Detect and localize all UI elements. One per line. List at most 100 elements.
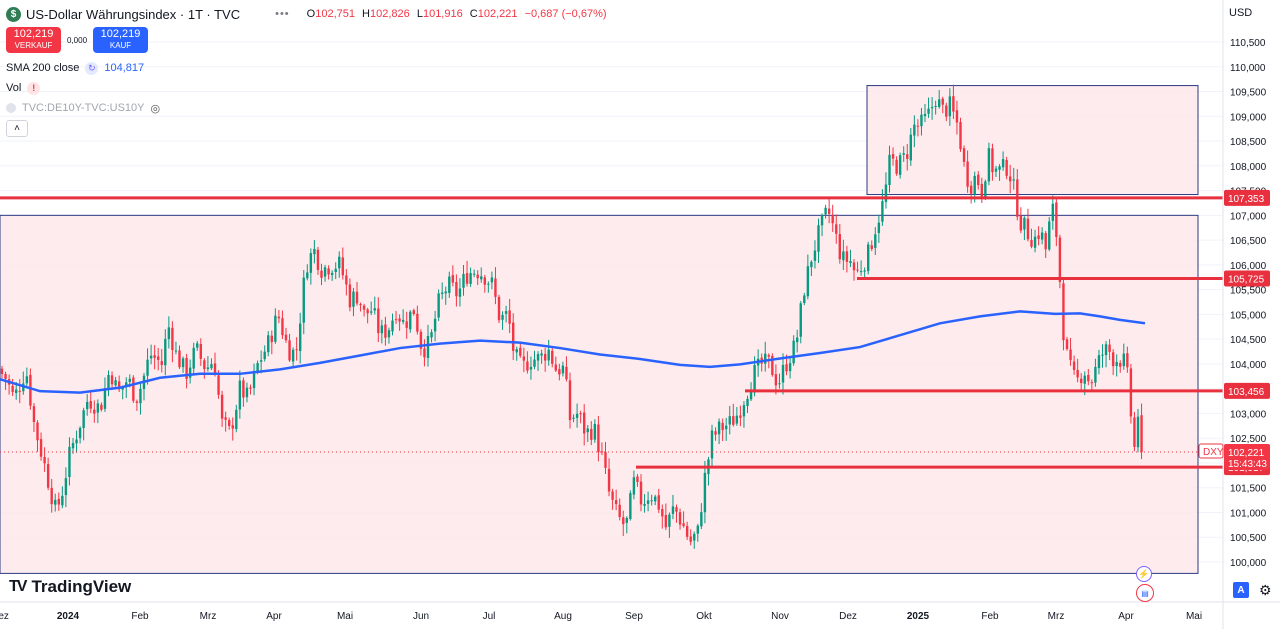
- time-tick-label: Dez: [839, 611, 857, 622]
- auto-scale-button[interactable]: A: [1233, 582, 1249, 598]
- candle-body: [533, 359, 536, 367]
- currency-label[interactable]: USD: [1229, 7, 1253, 19]
- candle-body: [845, 251, 849, 262]
- candle-body: [455, 282, 458, 297]
- volume-indicator-row[interactable]: Vol !: [6, 79, 611, 97]
- price-tick-label: 108,500: [1230, 137, 1267, 148]
- more-options-icon[interactable]: •••: [275, 8, 290, 20]
- candle-body: [1012, 179, 1015, 181]
- price-axis[interactable]: 110,500 110,000 109,500 109,000 108,500 108,0…: [1230, 38, 1267, 569]
- candle-body: [625, 518, 628, 523]
- hidden-eye-icon[interactable]: ◎: [150, 102, 161, 115]
- event-lightning-icon[interactable]: ⚡: [1136, 566, 1152, 582]
- time-tick-label: 2024: [57, 611, 80, 622]
- tradingview-logo[interactable]: TV TradingView: [9, 577, 131, 597]
- candle-body: [174, 350, 178, 352]
- last-price-label: 102,221: [1228, 448, 1265, 459]
- candle-body: [245, 387, 249, 398]
- settings-gear-icon[interactable]: ⚙: [1259, 582, 1272, 598]
- candle-body: [235, 409, 238, 430]
- candle-body: [547, 349, 550, 361]
- candle-body: [583, 412, 586, 434]
- candle-body: [522, 356, 526, 361]
- price-tick-label: 105,000: [1230, 310, 1267, 321]
- candle-body: [941, 98, 944, 105]
- candle-body: [739, 415, 742, 418]
- candle-body: [671, 506, 675, 514]
- horizontal-levels[interactable]: [0, 196, 1223, 469]
- candle-body: [199, 344, 202, 359]
- candle-body: [302, 277, 305, 323]
- candle-body: [593, 423, 597, 440]
- candle-body: [785, 364, 788, 372]
- candle-body: [433, 318, 437, 332]
- time-tick-label: Mrz: [200, 611, 217, 622]
- sell-label: VERKAUF: [14, 41, 53, 50]
- candle-body: [139, 388, 142, 404]
- candle-body: [788, 363, 792, 372]
- candle-body: [472, 273, 476, 275]
- candle-body: [969, 185, 973, 194]
- level-price-label: 107,353: [1228, 194, 1265, 205]
- candle-body: [607, 468, 611, 492]
- symbol-dot-icon: [6, 103, 16, 113]
- candle-body: [57, 498, 60, 505]
- buy-button[interactable]: 102,219 KAUF: [93, 27, 149, 53]
- candle-body: [842, 251, 845, 261]
- candle-body: [501, 314, 504, 320]
- candle-body: [1072, 361, 1076, 370]
- candle-body: [82, 410, 85, 429]
- candle-body: [256, 362, 259, 372]
- candle-body: [270, 335, 273, 343]
- candle-body: [1115, 361, 1118, 367]
- sma-indicator-row[interactable]: SMA 200 close ↻ 104,817: [6, 59, 611, 77]
- candle-body: [75, 439, 78, 444]
- sma-label: SMA 200 close: [6, 62, 80, 74]
- price-tick-label: 100,500: [1230, 533, 1267, 544]
- zone-rectangle: [0, 214, 1199, 574]
- candle-body: [664, 514, 668, 528]
- candle-body: [870, 245, 873, 249]
- zone-rectangle: [866, 85, 1199, 196]
- candle-body: [622, 517, 625, 525]
- candle-body: [796, 337, 799, 343]
- candle-body: [398, 318, 401, 322]
- spread-indicator-row[interactable]: TVC:DE10Y-TVC:US10Y ◎: [6, 99, 611, 117]
- candle-body: [100, 404, 103, 410]
- candle-body: [220, 394, 224, 419]
- candle-body: [107, 374, 110, 390]
- candle-body: [117, 381, 121, 390]
- candle-body: [451, 275, 455, 283]
- price-tick-label: 107,000: [1230, 211, 1267, 222]
- us-flag-event-icon[interactable]: ▤: [1136, 584, 1154, 602]
- candle-body: [1019, 215, 1023, 231]
- candle-body: [487, 283, 490, 285]
- candle-body: [856, 269, 859, 271]
- candle-body: [401, 319, 405, 322]
- candle-body: [657, 495, 660, 510]
- candle-body: [678, 512, 682, 525]
- rectangle-zones[interactable]: [0, 85, 1199, 574]
- time-axis[interactable]: Dez 2024 Feb Mrz Apr Mai Jun Jul Aug Sep Okt Nov Dez…: [0, 611, 1202, 622]
- candle-body: [1111, 352, 1115, 367]
- candle-body: [551, 350, 554, 364]
- candle-body: [345, 275, 348, 285]
- candle-body: [1140, 415, 1143, 453]
- candle-body: [1101, 354, 1104, 356]
- time-tick-label: Dez: [0, 611, 9, 622]
- ohlc-values: O102,751 H102,826 L101,916 C102,221 −0,6…: [307, 8, 611, 20]
- sell-button[interactable]: 102,219 VERKAUF: [6, 27, 61, 53]
- candle-body: [114, 380, 117, 386]
- candle-body: [274, 315, 277, 342]
- candle-body: [267, 335, 270, 353]
- open-label: O: [306, 8, 316, 20]
- time-tick-label: Jun: [413, 611, 429, 622]
- symbol-title[interactable]: US-Dollar Währungsindex · 1T · TVC: [26, 6, 241, 22]
- collapse-legend-button[interactable]: ˄: [6, 120, 28, 137]
- candle-body: [991, 148, 994, 173]
- price-tick-label: 100,000: [1230, 558, 1267, 569]
- candle-body: [167, 327, 171, 340]
- candle-body: [242, 380, 245, 398]
- candle-body: [25, 376, 29, 384]
